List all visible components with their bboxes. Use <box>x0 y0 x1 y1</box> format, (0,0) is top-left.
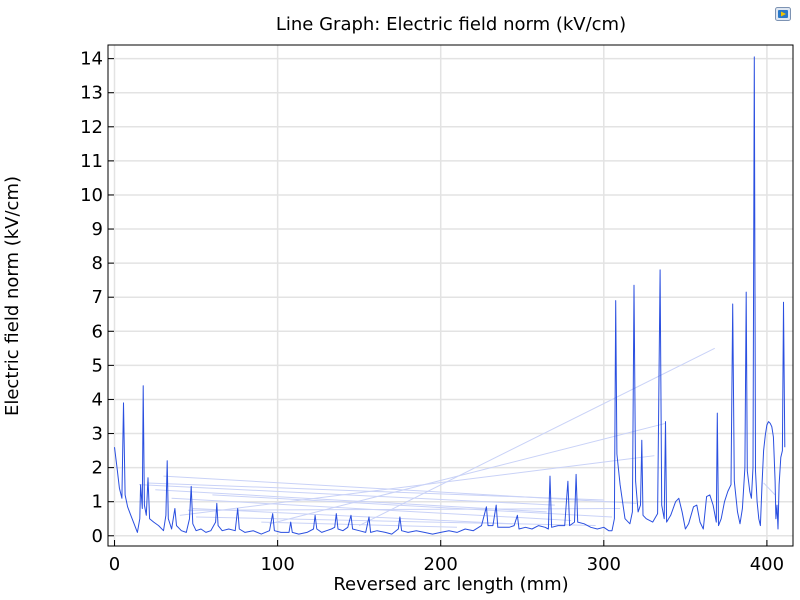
faint-line <box>163 475 637 504</box>
y-tick-label: 12 <box>80 117 103 138</box>
x-axis-ticks: 0 100 200 300 400 <box>109 540 784 575</box>
y-tick-label: 4 <box>92 389 103 410</box>
y-tick-label: 7 <box>92 287 103 308</box>
x-tick-label: 0 <box>109 554 120 575</box>
faint-line <box>763 482 776 496</box>
faint-line <box>212 494 612 518</box>
y-tick-label: 8 <box>92 253 103 274</box>
x-tick-label: 400 <box>750 554 784 575</box>
x-tick-label: 200 <box>424 554 458 575</box>
y-axis-label: Electric field norm (kV/cm) <box>2 176 23 416</box>
y-tick-label: 5 <box>92 355 103 376</box>
x-tick-label: 300 <box>587 554 621 575</box>
faint-line <box>155 489 547 513</box>
chart-title: Line Graph: Electric field norm (kV/cm) <box>276 14 626 35</box>
plot-frame <box>107 44 794 547</box>
y-tick-label: 9 <box>92 219 103 240</box>
grid-lines <box>108 45 793 546</box>
faint-line <box>179 455 655 516</box>
y-tick-label: 13 <box>80 83 103 104</box>
y-tick-label: 2 <box>92 458 103 479</box>
y-tick-label: 3 <box>92 424 103 445</box>
faint-line <box>138 484 555 506</box>
y-tick-label: 14 <box>80 49 103 70</box>
faint-lines <box>138 347 776 528</box>
y-tick-label: 6 <box>92 321 103 342</box>
series-line <box>114 56 786 535</box>
faint-line <box>196 516 596 527</box>
faint-line <box>187 508 621 511</box>
x-axis-label: Reversed arc length (mm) <box>333 574 568 595</box>
series-layer <box>114 56 786 535</box>
faint-line <box>192 508 513 525</box>
faint-line <box>358 347 715 526</box>
y-tick-label: 10 <box>80 185 103 206</box>
y-tick-label: 11 <box>80 151 103 172</box>
faint-line <box>261 521 458 528</box>
y-tick-label: 1 <box>92 492 103 513</box>
x-tick-label: 100 <box>260 554 294 575</box>
window-badge-icon[interactable] <box>775 7 791 21</box>
y-tick-label: 0 <box>92 526 103 547</box>
